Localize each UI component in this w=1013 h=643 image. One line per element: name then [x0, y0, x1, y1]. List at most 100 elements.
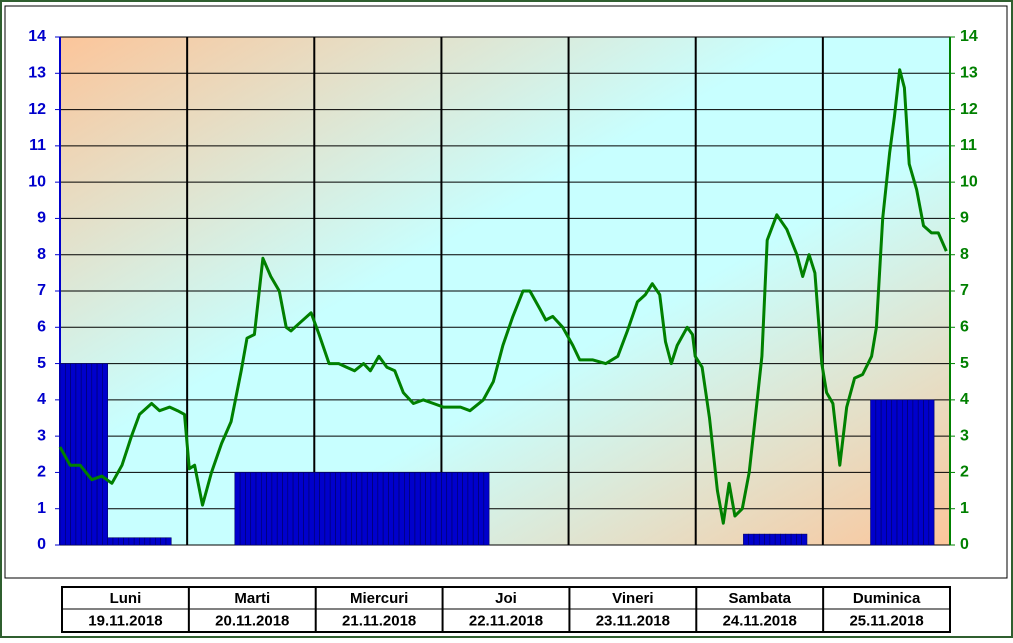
bar	[382, 472, 389, 546]
bar	[769, 533, 776, 546]
y-tick-label: 1	[37, 500, 46, 517]
bar	[743, 533, 749, 546]
bar	[287, 472, 294, 546]
bar	[377, 472, 384, 546]
bar	[785, 533, 792, 546]
bar	[472, 472, 479, 546]
day-name: Luni	[110, 590, 142, 607]
day-date: 19.11.2018	[88, 612, 162, 629]
bar	[250, 472, 257, 546]
bar	[123, 537, 130, 546]
y-tick-label: 10	[28, 173, 46, 190]
y2-tick-label: 3	[960, 427, 969, 444]
y2-tick-label: 13	[960, 65, 978, 82]
bar	[912, 399, 919, 546]
day-date: 23.11.2018	[596, 612, 670, 629]
y-tick-label: 11	[29, 137, 46, 154]
y-tick-label: 9	[37, 210, 46, 227]
bar	[398, 472, 405, 546]
bar	[446, 472, 453, 546]
bar	[748, 533, 755, 546]
y-tick-label: 2	[37, 464, 46, 481]
bar	[117, 537, 124, 546]
bar	[107, 537, 114, 546]
y2-tick-label: 8	[960, 246, 969, 263]
day-date: 22.11.2018	[469, 612, 543, 629]
bar	[239, 472, 246, 546]
bar	[923, 399, 930, 546]
bar	[133, 537, 140, 546]
bar	[308, 472, 315, 546]
bar	[430, 472, 437, 546]
bar	[86, 363, 93, 546]
bar	[372, 472, 379, 546]
day-name: Miercuri	[350, 590, 408, 607]
bar	[70, 363, 77, 546]
y2-tick-label: 0	[960, 536, 969, 553]
y-tick-label: 3	[37, 427, 46, 444]
y-tick-label: 5	[37, 355, 46, 372]
bar	[902, 399, 908, 546]
bar	[160, 537, 167, 546]
y2-tick-label: 14	[960, 28, 978, 45]
bar	[366, 472, 373, 546]
bar	[917, 399, 924, 546]
bar	[351, 472, 357, 546]
bar	[276, 472, 283, 546]
bar	[457, 472, 463, 546]
bar	[774, 533, 781, 546]
bar	[753, 533, 760, 546]
bar	[356, 472, 363, 546]
bar	[801, 533, 808, 546]
y2-tick-label: 6	[960, 319, 969, 336]
bar	[112, 537, 119, 546]
bar	[149, 537, 156, 546]
y2-tick-label: 2	[960, 464, 969, 481]
y-tick-label: 12	[28, 101, 46, 118]
day-name: Duminica	[853, 590, 921, 607]
bar	[335, 472, 342, 546]
y2-tick-label: 9	[960, 210, 969, 227]
bar	[891, 399, 898, 546]
bar	[91, 363, 98, 546]
bar	[462, 472, 469, 546]
bar	[345, 472, 352, 546]
bar	[441, 472, 448, 546]
bar	[409, 472, 416, 546]
bar	[796, 533, 802, 546]
bar	[478, 472, 485, 546]
bar	[896, 399, 903, 546]
bar	[128, 537, 135, 546]
bar	[261, 472, 267, 546]
bar	[75, 363, 82, 546]
bar	[886, 399, 893, 546]
bar	[451, 472, 458, 546]
bar	[282, 472, 289, 546]
bar	[414, 472, 421, 546]
bar	[764, 533, 771, 546]
day-date: 20.11.2018	[215, 612, 289, 629]
bar	[139, 537, 146, 546]
day-name: Marti	[234, 590, 270, 607]
y-tick-label: 0	[37, 536, 46, 553]
day-name: Vineri	[612, 590, 653, 607]
bar	[64, 363, 71, 546]
bar	[928, 399, 935, 546]
bar	[313, 472, 320, 546]
bar	[298, 472, 304, 546]
bar	[361, 472, 368, 546]
bar	[80, 363, 87, 546]
bar	[165, 537, 172, 546]
y-tick-label: 7	[37, 282, 46, 299]
bar	[292, 472, 299, 546]
y-tick-label: 8	[37, 246, 46, 263]
y-tick-label: 4	[37, 391, 46, 408]
bar	[266, 472, 273, 546]
bar	[271, 472, 278, 546]
y2-tick-label: 7	[960, 282, 969, 299]
y2-tick-label: 5	[960, 355, 969, 372]
bar	[467, 472, 474, 546]
line	[58, 68, 948, 525]
bar	[870, 399, 877, 546]
